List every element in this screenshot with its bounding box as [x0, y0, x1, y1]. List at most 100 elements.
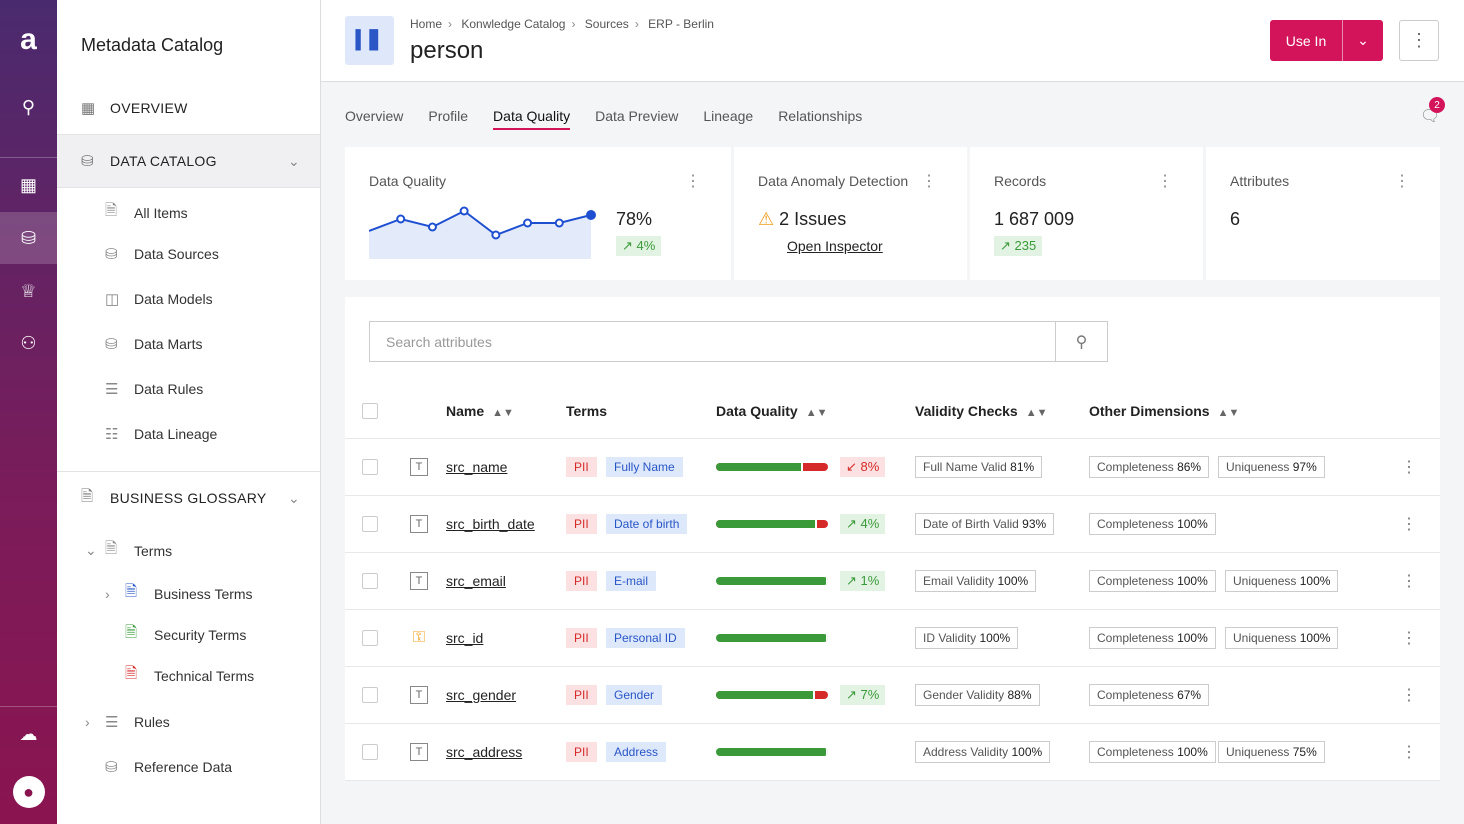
search-button[interactable]: ⚲ [1055, 322, 1107, 361]
sort-icon[interactable]: ▲▼ [805, 406, 828, 419]
users-icon[interactable]: ⚇ [20, 332, 37, 353]
cloud-upload-icon[interactable]: ☁ [19, 723, 38, 744]
nav-business-glossary[interactable]: 🗎 BUSINESS GLOSSARY ⌄ [57, 472, 320, 524]
row-menu-icon[interactable]: ⋮ [1401, 744, 1417, 761]
checklist-icon: ☰ [105, 714, 119, 731]
row-checkbox[interactable] [362, 744, 378, 760]
attribute-name-link[interactable]: src_name [446, 459, 508, 475]
tab-relationships[interactable]: Relationships [778, 108, 863, 124]
term-tag[interactable]: Personal ID [606, 628, 685, 648]
grid-icon[interactable]: ▦ [19, 174, 37, 195]
tab-data-quality[interactable]: Data Quality [493, 108, 571, 130]
chevron-down-icon[interactable]: ⌄ [287, 152, 300, 169]
chevron-right-icon[interactable]: › [85, 714, 90, 730]
nav-terms[interactable]: ⌄ 🗎 Terms [85, 538, 172, 563]
row-menu-icon[interactable]: ⋮ [1401, 459, 1417, 476]
nav-overview[interactable]: ▦ OVERVIEW [57, 82, 320, 134]
term-tag[interactable]: Gender [606, 685, 663, 705]
search-icon[interactable]: ⚲ [21, 96, 36, 117]
term-tag[interactable]: Date of birth [606, 514, 688, 534]
nav-security-terms[interactable]: 🗎 Security Terms [125, 622, 246, 647]
nav-data-sources[interactable]: ⛁ Data Sources [105, 245, 219, 263]
tab-data-preview[interactable]: Data Preview [595, 108, 679, 124]
sort-icon[interactable]: ▲▼ [1217, 406, 1240, 419]
nav-technical-terms[interactable]: 🗎 Technical Terms [125, 663, 254, 688]
row-checkbox[interactable] [362, 630, 378, 646]
crown-icon[interactable]: ♕ [20, 280, 37, 301]
tab-lineage[interactable]: Lineage [703, 108, 754, 124]
row-checkbox[interactable] [362, 687, 378, 703]
table-row[interactable]: T src_email PII E-mail ↗ 1% Email Validi… [345, 553, 1440, 610]
attribute-name-link[interactable]: src_address [446, 744, 523, 760]
tab-overview[interactable]: Overview [345, 108, 404, 124]
row-menu-icon[interactable]: ⋮ [1401, 516, 1417, 533]
nav-data-rules[interactable]: ☰ Data Rules [105, 380, 203, 398]
table-row[interactable]: T src_birth_date PII Date of birth ↗ 4% … [345, 496, 1440, 553]
search-input[interactable]: Search attributes [386, 333, 492, 350]
quality-delta: ↗ 1% [840, 571, 886, 591]
validity-value: 100% [997, 574, 1029, 588]
nav-data-lineage[interactable]: ☷ Data Lineage [105, 425, 217, 443]
table-row[interactable]: T src_address PII Address Address Validi… [345, 724, 1440, 781]
term-tag[interactable]: Fully Name [606, 457, 683, 477]
kebab-icon[interactable]: ⋮ [1394, 173, 1410, 190]
notification-badge: 2 [1429, 97, 1445, 113]
table-row[interactable]: T src_gender PII Gender ↗ 7% Gender Vali… [345, 667, 1440, 724]
term-tag[interactable]: Address [606, 742, 667, 762]
more-options-button[interactable]: ⋮ [1399, 20, 1439, 61]
term-tag[interactable]: E-mail [606, 571, 657, 591]
use-in-button[interactable]: Use In ⌄ [1270, 20, 1383, 61]
tab-profile[interactable]: Profile [428, 108, 469, 124]
column-name[interactable]: Name ▲▼ [446, 403, 514, 419]
kebab-icon[interactable]: ⋮ [685, 173, 701, 190]
attribute-name-link[interactable]: src_birth_date [446, 516, 535, 532]
records-delta: ↗ 235 [994, 236, 1043, 256]
pii-badge: PII [566, 685, 597, 705]
row-menu-icon[interactable]: ⋮ [1401, 630, 1417, 647]
chevron-down-icon[interactable]: ⌄ [85, 542, 97, 558]
chevron-down-icon[interactable]: ⌄ [287, 489, 300, 506]
nav-all-items[interactable]: 🗎 All Items [105, 200, 188, 225]
column-validity-checks[interactable]: Validity Checks ▲▼ [915, 403, 1048, 419]
row-menu-icon[interactable]: ⋮ [1401, 573, 1417, 590]
open-inspector-link[interactable]: Open Inspector [787, 238, 883, 254]
table-row[interactable]: T src_name PII Fully Name ↙ 8% Full Name… [345, 439, 1440, 496]
breadcrumb-home[interactable]: Home [410, 17, 443, 31]
kebab-icon[interactable]: ⋮ [1157, 173, 1173, 190]
nav-data-marts[interactable]: ⛁ Data Marts [105, 335, 202, 353]
select-all-checkbox[interactable] [362, 402, 378, 419]
kebab-icon[interactable]: ⋮ [921, 173, 937, 190]
nav-reference-data[interactable]: ⛁ Reference Data [105, 758, 232, 776]
chevron-down-icon[interactable]: ⌄ [1357, 32, 1369, 48]
nav-data-models[interactable]: ◫ Data Models [105, 290, 213, 308]
row-menu-icon[interactable]: ⋮ [1401, 687, 1417, 704]
nav-data-catalog[interactable]: ⛁ DATA CATALOG ⌄ [57, 135, 320, 187]
table-row[interactable]: ⚿ src_id PII Personal ID ID Validity 100… [345, 610, 1440, 667]
avatar[interactable]: ● [0, 766, 57, 818]
column-data-quality[interactable]: Data Quality ▲▼ [716, 403, 827, 419]
breadcrumb-erp[interactable]: ERP - Berlin [648, 17, 714, 31]
chevron-right-icon[interactable]: › [105, 585, 110, 602]
attribute-name-link[interactable]: src_id [446, 630, 484, 646]
validity-value: 93% [1022, 517, 1047, 531]
column-other-dimensions[interactable]: Other Dimensions ▲▼ [1089, 403, 1239, 419]
attribute-name-link[interactable]: src_email [446, 573, 506, 589]
row-checkbox[interactable] [362, 573, 378, 589]
use-in-label[interactable]: Use In [1270, 20, 1343, 61]
nav-rules[interactable]: › ☰ Rules [85, 713, 170, 731]
app-logo-icon[interactable]: a [20, 23, 37, 56]
breadcrumb-catalog[interactable]: Konwledge Catalog [461, 17, 566, 31]
sparkline-point [491, 230, 501, 240]
row-checkbox[interactable] [362, 516, 378, 532]
nav-business-terms[interactable]: › 🗎 Business Terms [105, 581, 253, 606]
nav-label: OVERVIEW [110, 100, 188, 116]
breadcrumb-sources[interactable]: Sources [584, 17, 629, 31]
row-checkbox[interactable] [362, 459, 378, 475]
delta-value: 4% [860, 516, 880, 531]
sort-icon[interactable]: ▲▼ [492, 406, 514, 419]
database-icon[interactable]: ⛁ [0, 212, 57, 264]
column-label: Data Quality [716, 402, 798, 419]
sort-icon[interactable]: ▲▼ [1025, 406, 1048, 419]
comments-icon[interactable]: 🗨 2 [1420, 97, 1445, 126]
attribute-name-link[interactable]: src_gender [446, 687, 517, 703]
